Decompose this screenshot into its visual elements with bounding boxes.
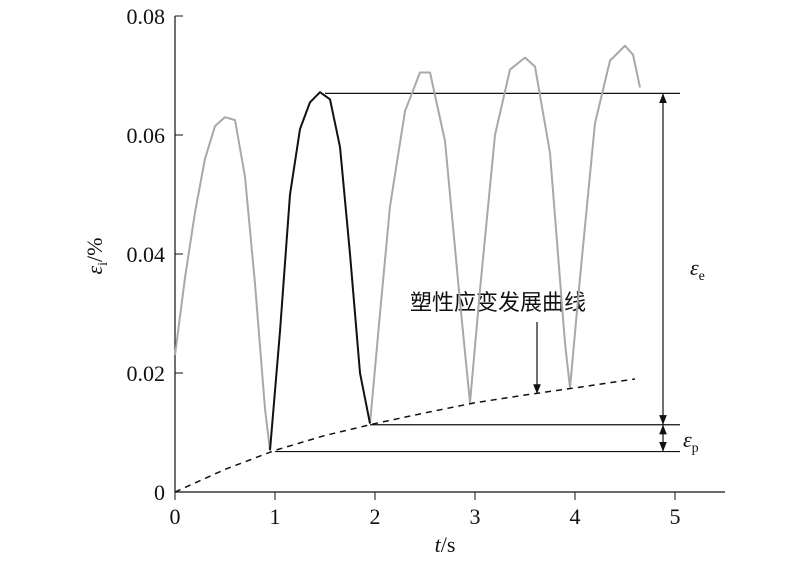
y-axis-subscript: i [96, 262, 111, 266]
x-tick-label: 3 [470, 504, 481, 529]
series-line [174, 116, 271, 451]
x-axis-label: t/s [435, 532, 456, 557]
y-tick-label: 0 [154, 480, 165, 505]
dimension-label: εp [683, 427, 699, 456]
x-tick-label: 4 [570, 504, 581, 529]
x-tick-label: 0 [170, 504, 181, 529]
dimension-symbol: ε [690, 255, 699, 280]
x-tick-label: 1 [270, 504, 281, 529]
series-line [269, 91, 371, 451]
dimension-label: εe [690, 255, 705, 284]
y-axis-unit: /% [82, 237, 107, 261]
y-tick-label: 0.08 [127, 4, 166, 29]
y-tick-label: 0.02 [127, 361, 166, 386]
y-axis-symbol: ε [82, 266, 107, 275]
dimension-symbol: ε [683, 427, 692, 452]
y-axis-label: εi/% [82, 237, 111, 274]
series-line [369, 44, 641, 424]
callout-text: 塑性应变发展曲线 [410, 290, 586, 315]
y-tick-label: 0.04 [127, 242, 166, 267]
dimension-subscript: p [692, 441, 699, 456]
x-tick-label: 2 [370, 504, 381, 529]
series-line [174, 378, 636, 493]
y-tick-label: 0.06 [127, 123, 166, 148]
x-axis-unit: /s [441, 532, 456, 557]
x-axis-symbol: t [435, 532, 442, 557]
x-tick-label: 5 [670, 504, 681, 529]
dimension-subscript: e [699, 269, 705, 284]
